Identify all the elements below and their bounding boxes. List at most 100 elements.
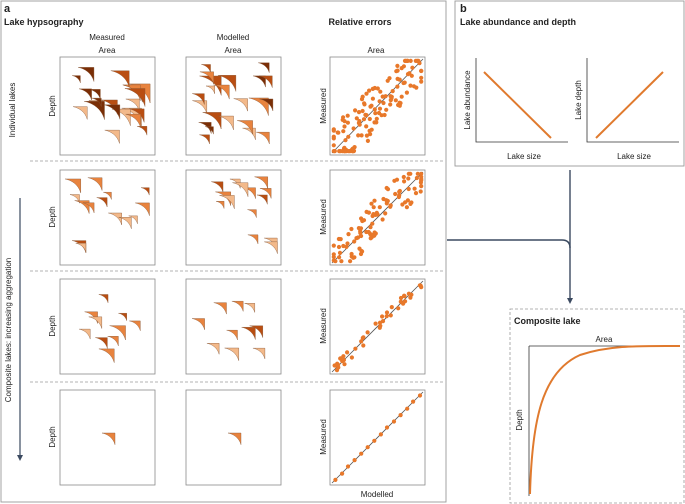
scatter-point	[378, 323, 383, 328]
scatter-point	[402, 179, 407, 184]
lake-glyph	[104, 129, 120, 144]
lake-glyph	[87, 177, 103, 191]
lake-glyph	[205, 85, 215, 94]
lake-glyph	[213, 302, 227, 315]
modelled-box-row2	[185, 169, 282, 266]
scatter-point	[373, 231, 378, 236]
scatter-point	[331, 136, 336, 141]
lake-glyph	[202, 112, 222, 130]
lake-glyph	[213, 84, 230, 100]
scatter-point	[418, 189, 423, 194]
modelled-box-row3	[185, 278, 282, 375]
scatter-point	[406, 176, 411, 181]
scatter-point	[401, 64, 406, 69]
lake-glyph	[75, 242, 87, 253]
lake-glyph	[249, 325, 263, 338]
scatter-point	[346, 134, 351, 139]
lake-glyph	[72, 75, 81, 83]
composite-lake-panel: Composite lake Area Depth	[509, 308, 685, 504]
scatter-point	[368, 225, 373, 230]
lake-glyph	[199, 75, 222, 96]
scatter-point	[419, 184, 424, 189]
scatter-point	[341, 354, 346, 359]
scatter-point	[349, 355, 354, 360]
scatter-point	[352, 255, 357, 260]
scatter-point	[360, 218, 365, 224]
scatter-point	[409, 73, 414, 78]
scatter-point	[370, 96, 375, 101]
lake-glyph	[79, 88, 92, 101]
modelled-axis-label: Modelled	[361, 490, 393, 499]
scatter-point	[388, 313, 393, 318]
scatter-point	[359, 451, 364, 456]
connector-arrows	[447, 170, 573, 304]
lake-glyph	[256, 194, 268, 205]
scatter-point	[377, 106, 383, 111]
scatter-point	[384, 314, 389, 319]
scatter-point	[340, 471, 345, 476]
scatter-point	[395, 63, 400, 68]
scatter-point	[378, 432, 383, 437]
scatter-point	[412, 186, 417, 191]
panel-a: a Lake hypsography Measured Modelled Rel…	[0, 0, 447, 503]
measured-axis-label-row2: Measured	[319, 199, 328, 235]
scatter-point	[357, 119, 362, 124]
scatter-point	[413, 191, 419, 196]
scatter-point	[404, 90, 409, 95]
scatter-point	[372, 107, 377, 112]
scatter-point	[384, 425, 390, 430]
depth-label-row1: Depth	[48, 95, 57, 116]
lake-abundance-label: Lake abundance	[463, 70, 472, 130]
abundance-axes	[475, 58, 568, 143]
abundance-line	[483, 71, 552, 139]
scatter-point	[370, 213, 375, 219]
scatter-point	[398, 101, 403, 106]
scatter-point	[384, 310, 390, 315]
lake-glyph	[101, 432, 116, 445]
column-header-relative-errors: Relative errors	[328, 17, 391, 27]
lake-glyph	[259, 75, 273, 88]
scatter-point	[405, 72, 411, 77]
lake-glyphs-row4-modelled	[227, 432, 242, 445]
lake-glyph	[256, 131, 270, 145]
scatter-point	[395, 76, 400, 81]
scatter-point	[371, 205, 376, 210]
scatter-point	[398, 295, 404, 301]
scatter-point	[365, 445, 370, 450]
scatter-point	[398, 413, 403, 418]
scatter-point	[401, 174, 406, 180]
scatter-point	[406, 171, 411, 176]
scatter-point	[367, 116, 372, 122]
panel-b-label: b	[460, 3, 467, 15]
scatter-row2	[331, 171, 424, 264]
scatter-point	[342, 149, 347, 154]
scatter-point	[335, 130, 340, 135]
scatter-point	[344, 244, 349, 249]
scatter-point	[370, 221, 375, 226]
scatter-point	[372, 198, 377, 203]
lake-glyph	[218, 115, 234, 130]
lake-glyph	[103, 104, 121, 120]
scatter-point	[388, 204, 393, 209]
scatter-point	[356, 226, 361, 231]
modelled-box-row4	[185, 389, 282, 486]
scatter-point	[367, 128, 372, 133]
lake-glyph	[237, 120, 253, 135]
measured-box-row2	[59, 169, 156, 266]
lake-glyph	[215, 201, 225, 209]
scatter-point	[406, 186, 411, 192]
scatter-point	[394, 69, 399, 74]
scatter-point	[419, 171, 424, 176]
scatter-point	[349, 251, 354, 257]
scatter-point	[419, 178, 424, 183]
scatter-point	[341, 129, 346, 134]
scatter-point	[336, 236, 341, 242]
scatter-point	[373, 111, 378, 116]
scatter-point	[353, 108, 358, 113]
scatter-point	[361, 343, 366, 348]
scatter-point	[389, 305, 394, 310]
lake-glyph	[254, 176, 268, 189]
scatter-point	[345, 464, 351, 469]
scatter-point	[359, 339, 364, 344]
scatter-point	[359, 133, 364, 138]
